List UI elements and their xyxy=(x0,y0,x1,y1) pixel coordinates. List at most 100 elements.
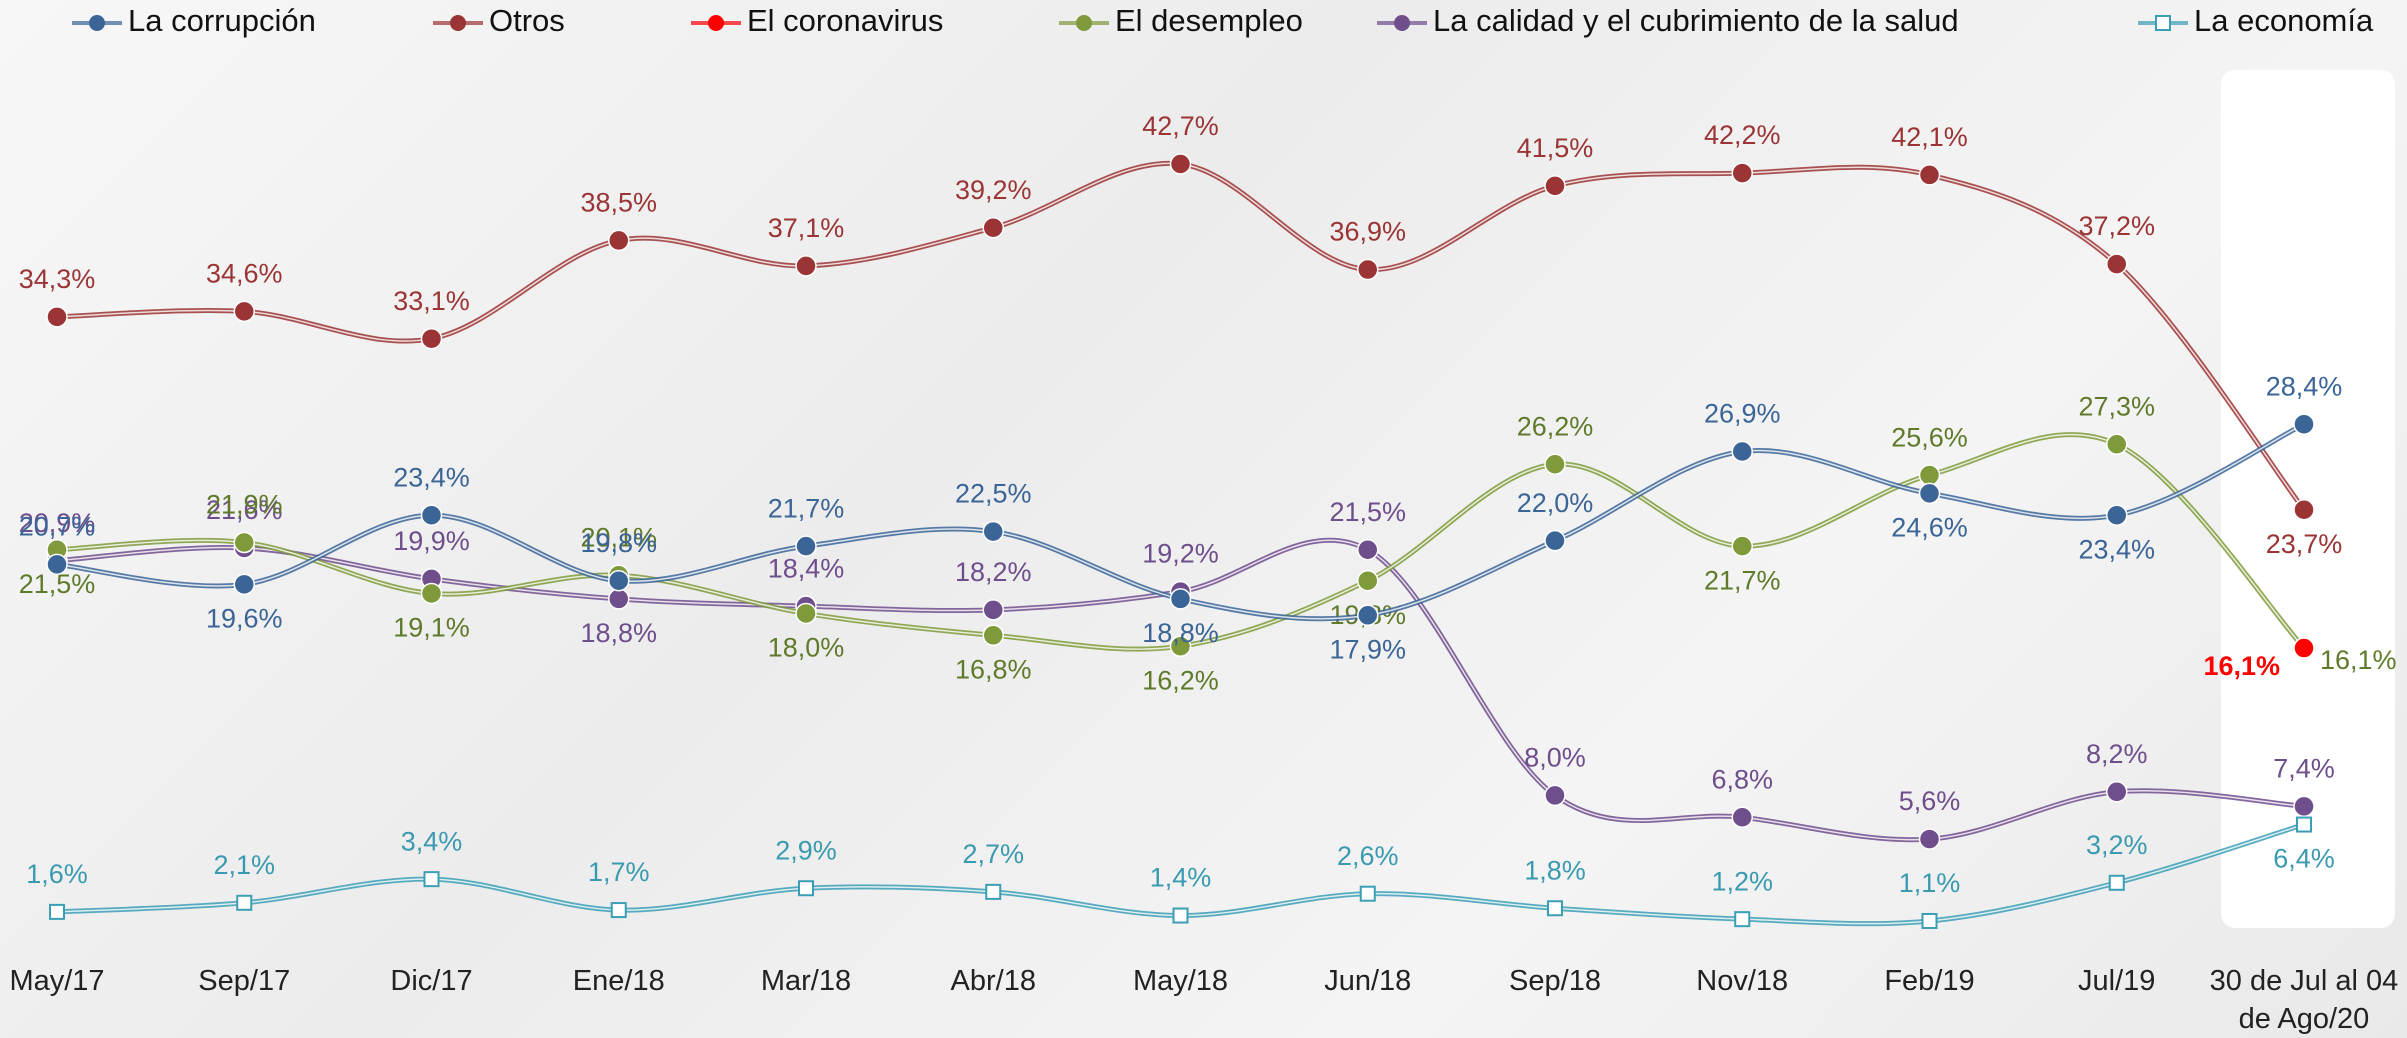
data-label: 2,1% xyxy=(213,850,275,880)
marker xyxy=(982,599,1004,621)
data-label: 1,8% xyxy=(1524,855,1586,885)
data-label: 6,4% xyxy=(2273,844,2335,874)
data-label: 20,7% xyxy=(19,511,96,541)
x-tick-label: Jun/18 xyxy=(1324,965,1412,997)
data-label: 8,0% xyxy=(1524,743,1586,773)
marker xyxy=(2293,637,2315,659)
marker xyxy=(1357,604,1379,627)
legend-marker xyxy=(89,15,105,31)
marker xyxy=(1357,569,1379,592)
marker xyxy=(1357,258,1379,281)
legend-marker xyxy=(450,15,466,31)
data-label: 42,1% xyxy=(1891,122,1968,152)
data-label: 6,8% xyxy=(1711,764,1773,794)
data-label: 28,4% xyxy=(2266,371,2343,401)
data-label: 2,9% xyxy=(775,835,837,865)
x-tick-label: Abr/18 xyxy=(950,965,1036,997)
marker xyxy=(1359,885,1376,902)
data-label: 34,3% xyxy=(19,264,96,294)
marker xyxy=(1918,482,1941,505)
series-line xyxy=(56,160,2306,512)
data-label: 23,4% xyxy=(2078,534,2155,564)
data-label: 24,6% xyxy=(1891,512,1968,542)
legend-label: La economía xyxy=(2194,3,2374,38)
legend-label: La calidad y el cubrimiento de la salud xyxy=(1433,3,1959,38)
data-label: 1,1% xyxy=(1899,868,1961,898)
data-label: 37,2% xyxy=(2078,211,2155,241)
data-label: 2,6% xyxy=(1337,841,1399,871)
marker xyxy=(236,894,253,911)
marker xyxy=(1544,784,1566,807)
marker xyxy=(1169,153,1192,175)
data-label: 1,6% xyxy=(26,859,88,889)
marker xyxy=(1169,588,1192,610)
x-tick-label: Sep/17 xyxy=(198,965,291,997)
marker xyxy=(1169,635,1192,657)
marker xyxy=(2106,504,2128,526)
marker xyxy=(1544,529,1566,552)
marker xyxy=(610,902,627,919)
data-label: 22,5% xyxy=(955,479,1032,509)
marker xyxy=(1921,912,1938,929)
x-tick-label: Feb/19 xyxy=(1884,965,1975,997)
x-tick-label: Ene/18 xyxy=(572,965,665,997)
data-label: 21,7% xyxy=(768,493,845,523)
highlight-panel xyxy=(2221,70,2395,928)
marker xyxy=(46,306,68,328)
data-label: 18,8% xyxy=(580,618,657,648)
legend-label: El coronavirus xyxy=(747,3,943,38)
marker xyxy=(420,582,443,605)
legend-label: El desempleo xyxy=(1115,3,1303,38)
marker xyxy=(1544,453,1566,475)
data-label: 17,9% xyxy=(1329,634,1406,664)
marker xyxy=(233,300,255,323)
x-tick-label: Sep/18 xyxy=(1509,965,1601,997)
data-label: 19,1% xyxy=(393,613,470,643)
x-tick-label: May/17 xyxy=(9,965,105,997)
x-tick-label: Dic/17 xyxy=(390,965,473,997)
marker xyxy=(982,624,1004,647)
marker xyxy=(233,531,255,554)
data-label: 38,5% xyxy=(580,188,657,218)
data-label: 20,1% xyxy=(580,522,657,552)
marker xyxy=(2293,498,2315,521)
data-label: 20,9% xyxy=(19,508,96,538)
data-label: 2,7% xyxy=(962,839,1024,869)
marker xyxy=(2108,874,2125,891)
data-label: 19,2% xyxy=(1142,539,1219,569)
data-label: 21,5% xyxy=(1329,497,1406,527)
x-tick-label: Jul/19 xyxy=(2078,965,2156,997)
data-label: 18,0% xyxy=(768,633,845,663)
marker xyxy=(1547,900,1563,917)
marker xyxy=(49,903,65,920)
legend-label: La corrupción xyxy=(128,3,316,38)
x-tick-label: Mar/18 xyxy=(760,965,852,997)
data-label: 16,1% xyxy=(2203,651,2280,681)
marker xyxy=(420,504,443,526)
data-label: 19,6% xyxy=(206,603,283,633)
data-label: 8,2% xyxy=(2086,739,2148,769)
marker xyxy=(2293,413,2315,435)
data-label: 1,2% xyxy=(1711,866,1773,896)
x-tick-label: 30 de Jul al 04 de Ago/20 xyxy=(2209,965,2399,1035)
marker xyxy=(795,535,817,557)
data-label: 42,2% xyxy=(1704,120,1781,150)
data-label: 19,8% xyxy=(580,528,657,558)
marker xyxy=(2106,253,2128,275)
data-label: 42,7% xyxy=(1142,111,1219,141)
data-label: 27,3% xyxy=(2078,391,2155,421)
marker xyxy=(982,520,1004,543)
data-label: 25,6% xyxy=(1891,422,1968,452)
data-label: 39,2% xyxy=(955,175,1032,205)
legend-marker xyxy=(708,15,724,31)
marker xyxy=(2293,795,2315,818)
data-label: 3,2% xyxy=(2086,830,2148,860)
marker xyxy=(1357,539,1379,561)
data-label: 7,4% xyxy=(2273,753,2335,783)
marker xyxy=(2106,781,2128,803)
data-label: 1,4% xyxy=(1150,863,1212,893)
line-shine xyxy=(56,162,2305,511)
data-label: 26,2% xyxy=(1517,411,1594,441)
data-label: 18,8% xyxy=(1142,618,1219,648)
